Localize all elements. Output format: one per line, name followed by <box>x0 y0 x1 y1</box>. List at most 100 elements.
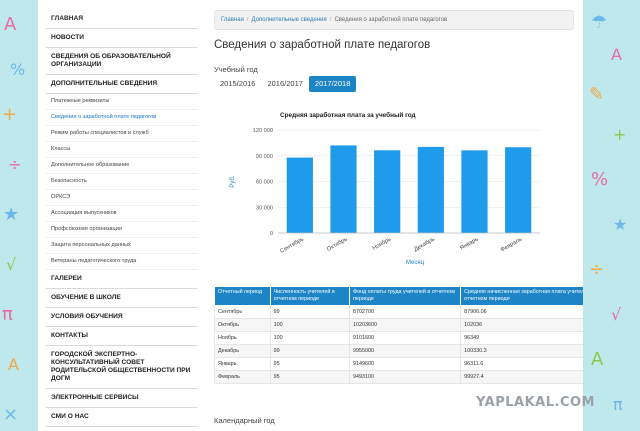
breadcrumb-current: Сведения о заработной плате педагогов <box>334 17 448 23</box>
table-cell: 99927.4 <box>460 370 583 384</box>
table-cell: 95 <box>269 370 350 384</box>
svg-text:✎: ✎ <box>589 84 604 105</box>
table-row: Сентябрь 99 8702700 87906.06 <box>214 305 583 319</box>
year-tab[interactable]: 2015/2016 <box>220 79 256 88</box>
table-cell: 99 <box>269 344 350 358</box>
sidebar-subitem[interactable]: Классы <box>46 142 198 158</box>
breadcrumb-home-link[interactable]: Главная <box>221 17 244 23</box>
sidebar-nav: ГЛАВНАЯ НОВОСТИ СВЕДЕНИЯ ОБ ОБРАЗОВАТЕЛЬНО… <box>46 10 198 427</box>
watermark: YAPLAKAL.COM <box>476 395 595 410</box>
doodle-pattern-left-icon: A % + ÷ ★ √ π A × <box>2 14 25 425</box>
y-tick-label: 0 <box>270 231 273 237</box>
breadcrumb-separator: / <box>246 17 249 23</box>
svg-text:A: A <box>611 45 622 64</box>
main-content: Главная / Дополнительные сведения / Сведения… <box>214 10 583 425</box>
calendar-year-label: Календарный год <box>214 416 275 425</box>
sidebar-subitem[interactable]: Платежные реквизиты <box>46 94 198 110</box>
salary-bar-chart: Средняя заработная плата за учебный год 0… <box>230 111 540 266</box>
sidebar-subitem[interactable]: Ассоциация выпускников <box>46 206 198 222</box>
y-tick-label: 90 000 <box>256 154 273 160</box>
svg-text:%: % <box>10 60 25 79</box>
table-cell: Октябрь <box>214 318 271 332</box>
y-tick-label: 30 000 <box>256 205 273 211</box>
year-tabs: 2015/2016 2016/2017 2017/2018 <box>214 76 574 92</box>
x-tick-label: Сентябрь <box>279 237 305 255</box>
sidebar-item[interactable]: НОВОСТИ <box>46 29 198 48</box>
background-decoration-left: A % + ÷ ★ √ π A × <box>0 0 38 431</box>
svg-text:+: + <box>2 104 17 125</box>
chart-bar <box>417 146 444 233</box>
svg-text:×: × <box>3 404 18 425</box>
chart-title: Средняя заработная плата за учебный год <box>280 111 416 119</box>
table-cell: 100 <box>269 331 350 345</box>
table-cell: 87906.06 <box>460 305 583 319</box>
table-cell: 8702700 <box>348 305 462 319</box>
svg-text:A: A <box>8 355 19 374</box>
sidebar-subitem[interactable]: Дополнительное образование <box>46 158 198 174</box>
table-cell: 96349 <box>460 331 583 345</box>
sidebar-subitem[interactable]: Профсоюзная организация <box>46 222 198 238</box>
table-row: Октябрь 100 10203600 102036 <box>214 318 583 332</box>
x-tick-label: Февраль <box>500 237 523 254</box>
chart-bar <box>286 157 313 233</box>
x-tick-label: Октябрь <box>326 237 348 253</box>
sidebar-subitem[interactable]: Сведения о заработной плате педагогов <box>46 110 198 126</box>
svg-text:√: √ <box>6 255 17 274</box>
svg-text:√: √ <box>611 305 622 324</box>
svg-text:A: A <box>591 349 604 370</box>
page-title: Сведения о заработной плате педагогов <box>214 39 431 51</box>
page-container: ГЛАВНАЯ НОВОСТИ СВЕДЕНИЯ ОБ ОБРАЗОВАТЕЛЬНО… <box>38 0 583 431</box>
y-tick-label: 120 000 <box>253 128 273 134</box>
chart-bar <box>330 145 357 233</box>
sidebar-subitem[interactable]: ОРКСЭ <box>46 190 198 206</box>
year-tab[interactable]: 2017/2018 <box>308 76 357 92</box>
x-tick-label: Декабрь <box>413 237 436 254</box>
table-header-row: Отчетный период Численность учителей в от… <box>214 286 583 306</box>
table-header-cell: Фонд оплаты труда учителей в отчетном пе… <box>348 286 462 306</box>
breadcrumb: Главная / Дополнительные сведения / Сведения… <box>214 10 574 30</box>
table-cell: 102036 <box>460 318 583 332</box>
sidebar-item[interactable]: СМИ О НАС <box>46 408 198 427</box>
x-tick-label: Январь <box>459 237 479 252</box>
sidebar-item[interactable]: КОНТАКТЫ <box>46 327 198 346</box>
sidebar-item[interactable]: УСЛОВИЯ ОБУЧЕНИЯ <box>46 308 198 327</box>
sidebar-item[interactable]: ГАЛЕРЕИ <box>46 270 198 289</box>
table-header-cell: Отчетный период <box>214 286 271 306</box>
table-cell: 95 <box>269 357 350 371</box>
table-cell: 99 <box>269 305 350 319</box>
sidebar-subitem[interactable]: Режим работы специалистов и служб <box>46 126 198 142</box>
year-tab[interactable]: 2016/2017 <box>267 79 303 88</box>
svg-text:π: π <box>613 395 623 414</box>
table-row: Февраль 95 9493100 99927.4 <box>214 370 583 384</box>
sidebar-subitem[interactable]: Ветераны педагогического труда <box>46 254 198 270</box>
table-header-cell: Средняя начисленная заработная плата учи… <box>460 286 583 306</box>
svg-text:★: ★ <box>3 204 19 225</box>
sidebar-item[interactable]: СВЕДЕНИЯ ОБ ОБРАЗОВАТЕЛЬНОЙ ОРГАНИЗАЦИИ <box>46 48 198 75</box>
sidebar-subitem[interactable]: Защита персональных данных <box>46 238 198 254</box>
sidebar-item[interactable]: ОБУЧЕНИЕ В ШКОЛЕ <box>46 289 198 308</box>
chart-bar <box>505 147 532 233</box>
chart-bar <box>461 150 488 233</box>
salary-table: Отчетный период Численность учителей в от… <box>214 286 583 384</box>
svg-text:A: A <box>4 14 17 35</box>
sidebar-item[interactable]: ДОПОЛНИТЕЛЬНЫЕ СВЕДЕНИЯ <box>46 75 198 94</box>
table-row: Ноябрь 100 9101600 96349 <box>214 331 583 345</box>
sidebar-subitem[interactable]: Безопасность <box>46 174 198 190</box>
y-axis-label: Руб. <box>230 175 236 188</box>
sidebar-item[interactable]: ГОРОДСКОЙ ЭКСПЕРТНО-КОНСУЛЬТАТИВНЫЙ СОВЕ… <box>46 346 198 389</box>
sidebar-item[interactable]: ГЛАВНАЯ <box>46 10 198 29</box>
table-cell: 9955000 <box>348 344 462 358</box>
table-cell: Сентябрь <box>214 305 271 319</box>
table-cell: 96311.6 <box>460 357 583 371</box>
table-cell: 100330.3 <box>460 344 583 358</box>
svg-text:☂: ☂ <box>591 12 607 33</box>
doodle-pattern-right-icon: ☂ A ✎ + % ★ ÷ √ A π <box>589 12 627 414</box>
svg-text:★: ★ <box>613 215 627 234</box>
table-cell: 9493100 <box>348 370 462 384</box>
svg-text:÷: ÷ <box>8 155 21 174</box>
table-cell: 100 <box>269 318 350 332</box>
breadcrumb-section-link[interactable]: Дополнительные сведения <box>251 17 327 23</box>
sidebar-item[interactable]: ЭЛЕКТРОННЫЕ СЕРВИСЫ <box>46 389 198 408</box>
table-cell: 9101600 <box>348 331 462 345</box>
table-cell: Ноябрь <box>214 331 271 345</box>
